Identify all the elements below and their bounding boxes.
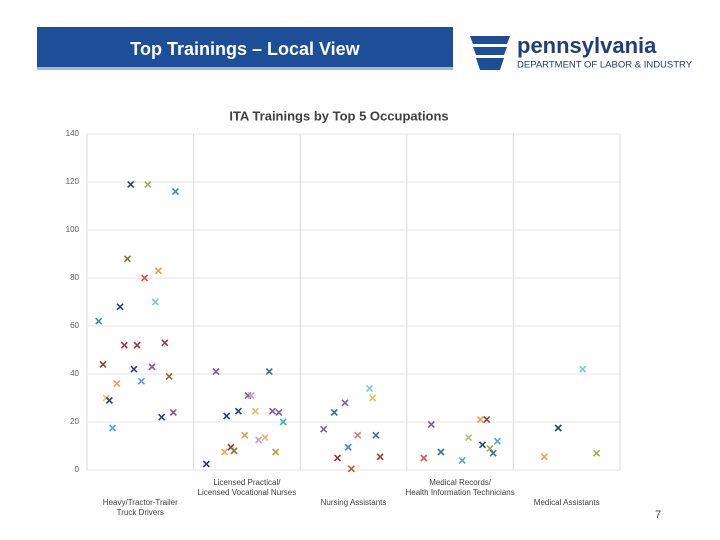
point [272,448,280,456]
point [133,341,141,349]
point [437,448,445,456]
point [540,453,548,461]
point [251,407,259,415]
point [230,447,238,455]
header-bar [37,27,453,67]
header-rule [37,67,453,70]
point [376,453,384,461]
logo-icon [470,36,510,70]
point [347,465,355,473]
point [130,365,138,373]
point [330,408,338,416]
point [333,454,342,462]
point [344,443,352,451]
logo-subtitle: DEPARTMENT OF LABOR & INDUSTRY [517,60,693,71]
point [241,431,249,439]
x-tick-label: Health Information Technicians [405,488,514,497]
point [354,431,362,439]
point [265,368,273,376]
x-tick-label: Medical Assistants [534,498,600,507]
point [123,255,132,263]
y-tick-label: 0 [75,465,80,474]
point [365,384,374,392]
x-tick-label: Nursing Assistants [321,498,387,507]
point [161,339,169,347]
point [109,424,117,432]
point [220,448,229,456]
y-tick-label: 60 [70,321,79,330]
point [369,394,377,402]
point [592,449,601,457]
point [579,365,587,373]
point [116,303,124,311]
point [144,180,152,188]
point [483,416,491,424]
point [234,407,242,415]
point [154,267,162,275]
point [320,425,328,433]
x-tick-label: Medical Records/ [429,478,492,487]
point [169,408,177,416]
point [458,456,466,464]
x-tick-label: Licensed Vocational Nurses [198,488,297,497]
point [105,396,113,404]
point [268,407,277,415]
point [372,431,380,439]
point [247,392,255,400]
point [212,368,220,376]
point [478,441,487,449]
point [223,412,231,420]
y-tick-label: 20 [70,417,79,426]
y-tick-label: 40 [70,369,79,378]
logo-name: pennsylvania [517,33,657,58]
page-number: 7 [655,509,661,521]
point [486,444,494,452]
point [341,399,349,407]
point [554,424,562,432]
y-tick-label: 140 [66,129,80,138]
x-tick-label: Heavy/Tractor-Trailer [103,498,178,507]
point [95,317,103,325]
point [120,341,128,349]
x-tick-label: Licensed Practical/ [213,478,281,487]
point [202,460,210,468]
point [113,380,121,388]
point [165,372,173,380]
y-tick-label: 120 [66,177,80,186]
header-title: Top Trainings – Local View [130,39,360,59]
point [275,408,283,416]
point [99,360,107,368]
point [171,188,180,196]
point [493,437,501,445]
point [420,454,428,462]
y-tick-label: 100 [66,225,80,234]
chart-title: ITA Trainings by Top 5 Occupations [229,108,448,123]
point [140,274,149,282]
point [427,420,435,428]
point [148,363,156,371]
point [158,413,166,421]
point [261,434,269,442]
point [465,434,473,442]
point [255,436,263,444]
point [476,416,484,424]
point [279,418,287,426]
point [127,180,135,188]
y-tick-label: 80 [70,273,79,282]
plot: 0 20 40 60 80 100 120 140 Heavy/Tractor-TrailerT… [66,129,621,517]
x-tick-label: Truck Drivers [117,508,164,517]
point [489,449,497,457]
point [151,298,159,306]
point [137,377,145,385]
